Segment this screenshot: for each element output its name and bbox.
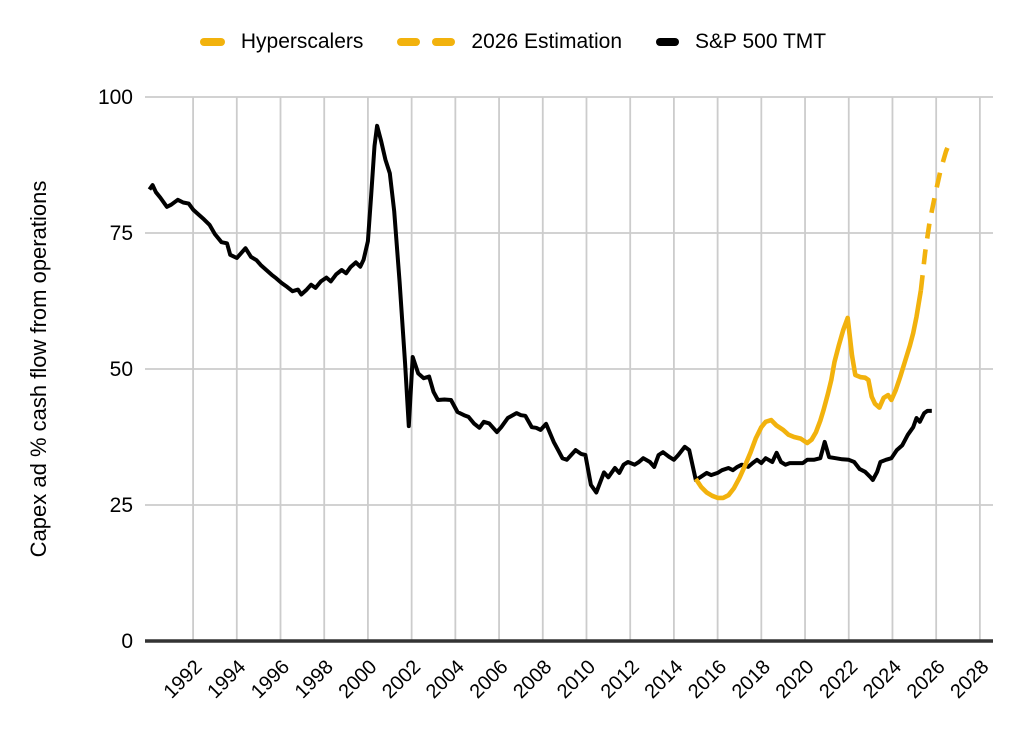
y-tick-label: 25: [110, 494, 133, 517]
x-tick-label: 2026: [903, 656, 950, 703]
series-sp500-tmt: [147, 123, 932, 495]
series-hyperscalers: [693, 289, 924, 501]
x-tick-label: 2022: [815, 656, 862, 703]
y-tick-label: 0: [121, 630, 133, 653]
y-tick-label: 75: [110, 222, 133, 245]
x-tick-label: 2004: [422, 656, 469, 703]
legend-item-2026-estimation[interactable]: 2026 Estimation: [397, 30, 622, 54]
x-tick-label: 2016: [684, 656, 731, 703]
legend-item-sp500-tmt[interactable]: S&P 500 TMT: [656, 30, 826, 54]
x-tick-label: 2002: [378, 656, 425, 703]
y-axis-title: Capex ad % cash flow from operations: [26, 181, 51, 558]
x-tick-label: 1994: [203, 656, 250, 703]
sp500-line-swatch-icon: [656, 38, 679, 46]
estimation-dash-swatch-icon: [397, 38, 456, 46]
legend-label-2026-estimation: 2026 Estimation: [471, 30, 622, 53]
legend-label-sp500-tmt: S&P 500 TMT: [695, 30, 827, 53]
y-tick-label: 100: [98, 86, 133, 109]
x-tick-label: 2014: [640, 656, 687, 703]
x-tick-label: 1996: [247, 656, 294, 703]
x-tick-label: 2024: [859, 656, 906, 703]
x-tick-label: 1992: [160, 656, 207, 703]
x-tick-label: 1998: [291, 656, 338, 703]
x-tick-label: 2010: [553, 656, 600, 703]
x-tick-label: 2012: [597, 656, 644, 703]
x-tick-label: 2000: [334, 656, 381, 703]
x-tick-label: 2008: [509, 656, 556, 703]
y-tick-label: 50: [110, 358, 133, 381]
x-tick-label: 2018: [728, 656, 775, 703]
series-estimation-2026: [918, 137, 955, 291]
x-tick-label: 2020: [772, 656, 819, 703]
legend-label-hyperscalers: Hyperscalers: [240, 30, 364, 53]
x-tick-label: 2028: [946, 656, 993, 703]
hyperscalers-line-swatch-icon: [199, 38, 225, 46]
legend: Hyperscalers 2026 Estimation S&P 500 TMT: [0, 30, 1026, 54]
legend-item-hyperscalers[interactable]: Hyperscalers: [199, 30, 364, 54]
x-tick-label: 2006: [466, 656, 513, 703]
